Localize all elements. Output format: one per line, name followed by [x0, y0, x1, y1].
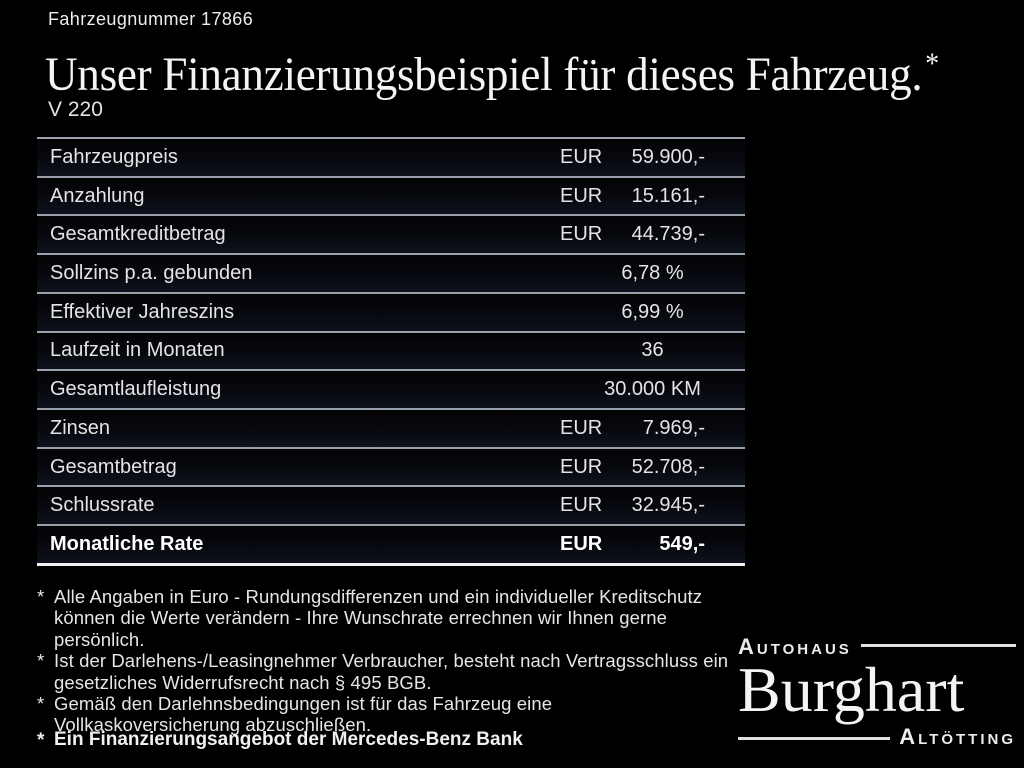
logo-city-text: Altötting: [899, 724, 1016, 749]
logo-rule-top: [860, 643, 1016, 647]
row-amount: 549,-: [659, 533, 705, 556]
row-value: 36: [641, 339, 664, 362]
footnote-marker: *: [37, 693, 45, 715]
table-row: Monatliche Rate EUR 549,-: [37, 524, 745, 563]
row-amount: 52.708,-: [631, 455, 705, 478]
table-row: Sollzins p.a. gebunden 6,78 %: [37, 253, 745, 292]
financing-table: Fahrzeugpreis EUR 59.900,- Anzahlung EUR 15.1…: [37, 137, 745, 566]
row-value: 6,78 %: [621, 262, 684, 285]
currency-label: EUR: [560, 145, 603, 168]
table-row: Schlussrate EUR 32.945,-: [37, 485, 745, 525]
page-title: Unser Finanzierungsbeispiel für dieses F…: [45, 36, 939, 103]
currency-label: EUR: [560, 223, 603, 246]
currency-label: EUR: [560, 494, 603, 517]
footnote-marker: *: [37, 650, 45, 672]
currency-label: EUR: [560, 416, 603, 439]
dealer-logo: Autohaus Burghart Altötting: [738, 636, 1016, 748]
row-amount: 32.945,-: [631, 494, 705, 517]
footnote-item: * Alle Angaben in Euro - Rundungsdifferen…: [37, 586, 703, 650]
footnote-item: * Gemäß den Darlehnsbedingungen ist für d…: [37, 693, 553, 736]
bank-note-text: Ein Finanzierungsangebot der Mercedes-Be…: [54, 729, 523, 750]
logo-top-row: Autohaus: [738, 636, 1016, 658]
row-label: Fahrzeugpreis: [50, 145, 178, 168]
row-value: 6,99 %: [621, 300, 684, 323]
row-label: Sollzins p.a. gebunden: [50, 262, 253, 285]
footnotes: * Alle Angaben in Euro - Rundungsdifferen…: [37, 586, 761, 736]
row-label: Gesamtkreditbetrag: [50, 223, 226, 246]
row-label: Anzahlung: [50, 184, 145, 207]
row-value: EUR 44.739,-: [523, 223, 745, 246]
row-label: Gesamtlaufleistung: [50, 378, 222, 401]
row-label: Laufzeit in Monaten: [50, 339, 225, 362]
table-row: Zinsen EUR 7.969,-: [37, 408, 745, 447]
row-amount: 59.900,-: [631, 145, 705, 168]
logo-dealer-name: Burghart: [738, 654, 965, 725]
logo-autohaus-text: Autohaus: [738, 634, 852, 659]
logo-bottom-row: Altötting: [738, 726, 1016, 748]
currency-label: EUR: [560, 184, 603, 207]
bank-note: * Ein Finanzierungsangebot der Mercedes-B…: [37, 729, 523, 751]
model-name: V 220: [48, 98, 103, 121]
row-label: Schlussrate: [50, 494, 155, 517]
table-row: Fahrzeugpreis EUR 59.900,-: [37, 137, 745, 176]
row-label: Gesamtbetrag: [50, 455, 177, 478]
row-amount: 7.969,-: [642, 416, 705, 439]
bank-note-marker: *: [37, 730, 45, 751]
row-value: 30.000 KM: [604, 378, 701, 401]
row-label: Effektiver Jahreszins: [50, 300, 235, 323]
table-row: Anzahlung EUR 15.161,-: [37, 175, 745, 215]
row-amount: 15.161,-: [631, 184, 705, 207]
footnote-marker: *: [37, 586, 45, 607]
table-row: Effektiver Jahreszins 6,99 %: [37, 291, 745, 331]
currency-label: EUR: [560, 533, 603, 556]
row-amount: 44.739,-: [631, 223, 705, 246]
row-value: EUR 549,-: [523, 533, 745, 556]
row-value: EUR 32.945,-: [523, 494, 745, 517]
currency-label: EUR: [560, 455, 603, 478]
table-row: Gesamtkreditbetrag EUR 44.739,-: [37, 214, 745, 254]
row-value: EUR 59.900,-: [523, 146, 745, 169]
table-row: Gesamtlaufleistung 30.000 KM: [37, 369, 745, 409]
table-row: Gesamtbetrag EUR 52.708,-: [37, 446, 745, 486]
row-value: EUR 15.161,-: [523, 185, 745, 208]
page-title-text: Unser Finanzierungsbeispiel für dieses F…: [45, 48, 923, 101]
row-label: Monatliche Rate: [50, 533, 204, 556]
footnote-item: * Ist der Darlehens-/Leasingnehmer Verbra…: [37, 650, 729, 693]
row-label: Zinsen: [50, 416, 111, 439]
row-value: EUR 52.708,-: [523, 456, 745, 479]
title-asterisk: *: [925, 47, 939, 80]
table-row: Laufzeit in Monaten 36: [37, 330, 745, 370]
row-value: EUR 7.969,-: [523, 417, 745, 440]
vehicle-number: Fahrzeugnummer 17866: [48, 9, 254, 29]
logo-rule-bottom: [738, 736, 891, 740]
